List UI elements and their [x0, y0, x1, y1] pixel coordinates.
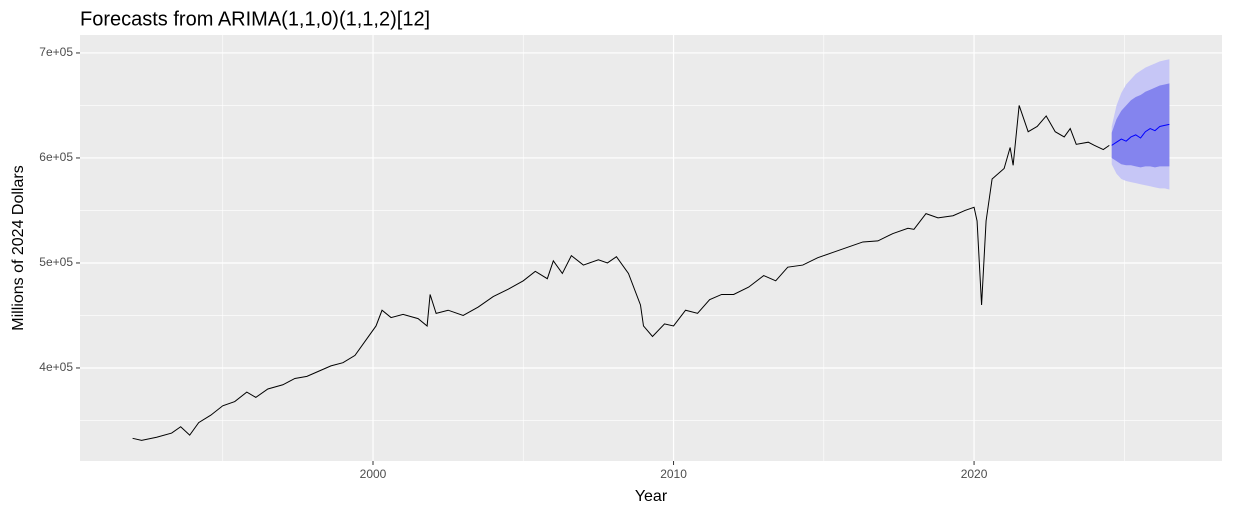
y-tick-label: 6e+05 [39, 150, 73, 164]
y-tick-label: 5e+05 [39, 255, 73, 269]
plot-background [80, 35, 1222, 461]
y-tick-label: 7e+05 [39, 45, 73, 59]
x-tick-label: 2020 [961, 467, 988, 481]
forecast-mean-line [1111, 123, 1170, 146]
chart-title: Forecasts from ARIMA(1,1,0)(1,1,2)[12] [80, 8, 430, 30]
x-tick-label: 2000 [360, 467, 387, 481]
x-tick-label: 2010 [660, 467, 687, 481]
forecast-band-80 [1111, 83, 1170, 168]
history-line [132, 105, 1110, 441]
y-tick-label: 4e+05 [39, 360, 73, 374]
y-axis-label: Millions of 2024 Dollars [10, 165, 27, 330]
x-axis-label: Year [635, 488, 668, 505]
